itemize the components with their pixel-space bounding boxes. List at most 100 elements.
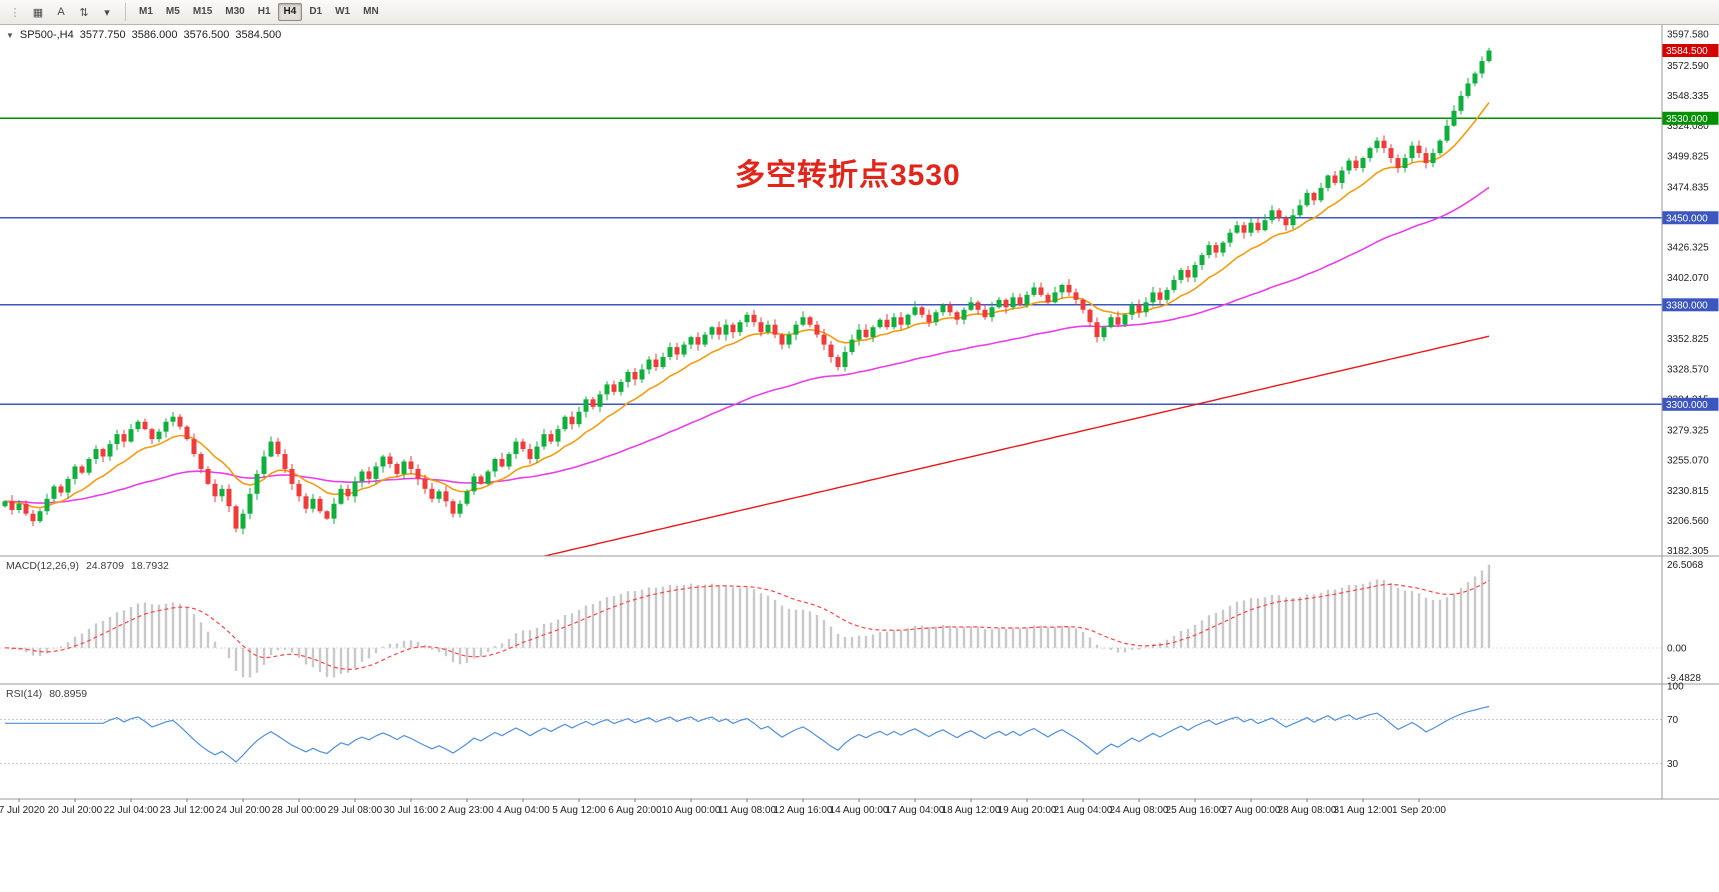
svg-text:1 Sep 20:00: 1 Sep 20:00 [1392,805,1446,816]
svg-text:3572.590: 3572.590 [1667,61,1709,72]
rsi-value: 80.8959 [49,688,88,700]
toolbar: ⋮ ▦ A ⇅ ▾ M1 M5 M15 M30 H1 H4 D1 W1 MN [0,0,1719,25]
svg-text:10 Aug 00:00: 10 Aug 00:00 [662,805,721,816]
svg-text:3474.835: 3474.835 [1667,182,1709,193]
svg-text:3584.500: 3584.500 [1666,46,1708,57]
svg-text:3206.560: 3206.560 [1667,516,1709,527]
svg-text:28 Aug 08:00: 28 Aug 08:00 [1278,805,1337,816]
pane-separators [0,25,1719,800]
svg-text:3402.070: 3402.070 [1667,273,1709,284]
svg-text:30: 30 [1667,759,1679,770]
svg-text:29 Jul 08:00: 29 Jul 08:00 [328,805,383,816]
candles-layer [2,47,1492,535]
symbol-dropdown-icon[interactable]: ▼ [6,30,14,40]
arrow-tool-icon[interactable]: A [57,6,65,18]
price-axis: 3597.580 3572.590 3548.335 3524.080 3499.825… [1662,30,1719,557]
chart-window-icon[interactable]: ▦ [32,6,44,19]
scale-dropdown-icon[interactable]: ⇅ [79,6,89,19]
macd-value: 24.8709 [85,560,124,572]
timeframe-button-m5[interactable]: M5 [165,6,180,17]
svg-text:3300.000: 3300.000 [1666,400,1708,411]
svg-text:3380.000: 3380.000 [1666,300,1708,311]
svg-text:28 Jul 00:00: 28 Jul 00:00 [272,805,327,816]
timeframe-button-m15[interactable]: M15 [192,6,213,17]
price-high: 3586.000 [131,29,178,41]
svg-text:11 Aug 08:00: 11 Aug 08:00 [718,805,777,816]
timeframe-button-m30[interactable]: M30 [225,6,245,17]
dropdown-caret-icon[interactable]: ▾ [104,6,110,19]
price-tag-3530.000: 3530.000 [1662,111,1719,125]
price-tag-3380.000: 3380.000 [1662,298,1719,312]
macd-signal-line [4,579,1490,671]
svg-text:17 Jul 2020: 17 Jul 2020 [0,805,45,816]
svg-text:3530.000: 3530.000 [1666,114,1708,125]
svg-text:25 Aug 16:00: 25 Aug 16:00 [1166,805,1225,816]
svg-text:4 Aug 04:00: 4 Aug 04:00 [496,805,550,816]
price-tag-3584.500: 3584.500 [1662,43,1719,57]
symbol-name: SP500-,H4 [19,29,74,41]
timeframe-button-mn[interactable]: MN [363,6,379,17]
svg-text:5 Aug 12:00: 5 Aug 12:00 [552,805,606,816]
timeframe-button-m1[interactable]: M1 [139,6,153,17]
svg-text:3328.570: 3328.570 [1667,364,1709,375]
svg-text:3352.825: 3352.825 [1667,334,1709,345]
svg-text:3230.815: 3230.815 [1667,486,1709,497]
svg-text:3279.325: 3279.325 [1667,425,1709,436]
svg-text:70: 70 [1667,715,1679,726]
toolbar-icons: ⋮ ▦ A ⇅ ▾ [4,1,118,23]
svg-text:6 Aug 20:00: 6 Aug 20:00 [608,805,662,816]
svg-text:20 Jul 20:00: 20 Jul 20:00 [48,805,103,816]
annotation-text[interactable]: 多空转折点3530 [735,159,961,192]
svg-text:23 Jul 12:00: 23 Jul 12:00 [160,805,215,816]
timeframe-toolbar: M1 M5 M15 M30 H1 H4 D1 W1 MN [133,3,385,21]
ma-fast-line [4,102,1490,509]
svg-text:21 Aug 04:00: 21 Aug 04:00 [1054,805,1113,816]
ma-mid-line [4,186,1490,504]
rsi-line [5,705,1490,763]
timeframe-button-w1[interactable]: W1 [335,6,351,17]
timeframe-button-h4[interactable]: H4 [277,3,303,21]
toolbar-separator [125,3,126,21]
svg-text:30 Jul 16:00: 30 Jul 16:00 [384,805,439,816]
svg-text:0.00: 0.00 [1667,643,1687,654]
price-low: 3576.500 [183,29,230,41]
svg-text:19 Aug 20:00: 19 Aug 20:00 [998,805,1057,816]
svg-text:-9.4828: -9.4828 [1667,673,1701,684]
symbol-ohlc-label: ▼ SP500-,H4 3577.750 3586.000 3576.500 3… [6,29,281,41]
svg-text:18 Aug 12:00: 18 Aug 12:00 [942,805,1001,816]
moving-averages-layer [4,102,1490,556]
svg-text:3426.325: 3426.325 [1667,243,1709,254]
price-close: 3584.500 [235,29,282,41]
svg-text:3597.580: 3597.580 [1667,30,1709,41]
svg-text:3499.825: 3499.825 [1667,151,1709,162]
svg-text:27 Aug 00:00: 27 Aug 00:00 [1222,805,1281,816]
svg-text:3450.000: 3450.000 [1666,213,1708,224]
svg-text:14 Aug 00:00: 14 Aug 00:00 [830,805,889,816]
price-tag-3300.000: 3300.000 [1662,397,1719,411]
svg-text:3182.305: 3182.305 [1667,546,1709,557]
ma-slow-line [541,335,1490,556]
horizontal-lines-layer[interactable] [0,117,1662,406]
svg-text:17 Aug 04:00: 17 Aug 04:00 [886,805,945,816]
macd-histogram [3,564,1491,678]
price-open: 3577.750 [79,29,126,41]
rsi-indicator-label: RSI(14) 80.8959 [6,688,87,700]
svg-text:3524.080: 3524.080 [1667,121,1709,132]
rsi-name: RSI(14) [6,688,43,700]
svg-text:24 Jul 20:00: 24 Jul 20:00 [216,805,271,816]
price-tag-3450.000: 3450.000 [1662,211,1719,225]
timeframe-button-h1[interactable]: H1 [257,6,271,17]
svg-text:3548.335: 3548.335 [1667,91,1709,102]
toolbar-handle-icon: ⋮ [9,6,21,19]
svg-text:22 Jul 04:00: 22 Jul 04:00 [104,805,159,816]
timeframe-button-d1[interactable]: D1 [309,6,323,17]
svg-text:24 Aug 08:00: 24 Aug 08:00 [1110,805,1169,816]
svg-text:3255.070: 3255.070 [1667,456,1709,467]
svg-text:26.5068: 26.5068 [1667,560,1704,571]
macd-signal-value: 18.7932 [130,560,169,572]
svg-text:31 Aug 12:00: 31 Aug 12:00 [1334,805,1393,816]
